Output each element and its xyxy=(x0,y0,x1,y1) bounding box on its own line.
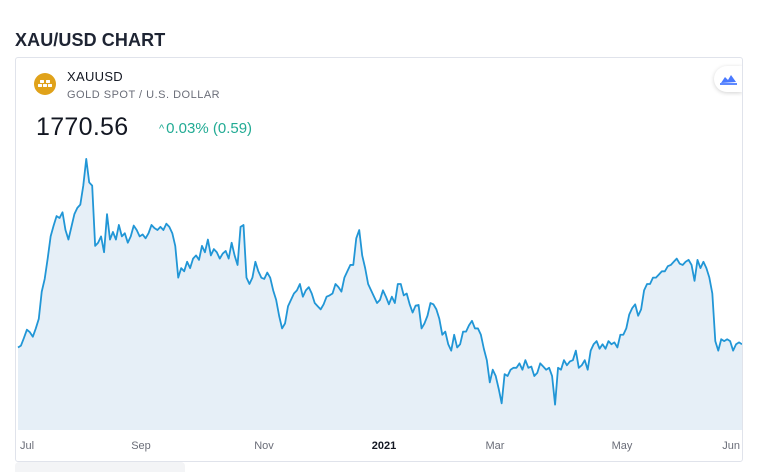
x-tick-label: Jul xyxy=(20,440,34,452)
chart-widget[interactable]: Jul Sep Nov 2021 Mar May Jun XAUUSD GOLD SPOT … xyxy=(15,57,743,462)
up-arrow-icon: ^ xyxy=(159,123,165,135)
page-title: XAU/USD CHART xyxy=(15,30,166,50)
x-tick-label: Nov xyxy=(254,440,274,452)
price-change: ^ 0.03% (0.59) xyxy=(159,120,252,137)
symbol-description: GOLD SPOT / U.S. DOLLAR xyxy=(67,89,221,101)
last-price: 1770.56 xyxy=(36,113,129,141)
price-area-fill xyxy=(18,158,742,430)
x-tick-label: 2021 xyxy=(372,440,396,452)
symbol-name[interactable]: XAUUSD xyxy=(67,69,123,84)
price-chart[interactable]: Jul Sep Nov 2021 Mar May Jun xyxy=(16,58,743,462)
tradingview-icon xyxy=(720,75,737,85)
x-tick-label: May xyxy=(612,440,633,452)
x-tick-label: Mar xyxy=(486,440,505,452)
x-tick-label: Jun xyxy=(722,440,740,452)
x-tick-label: Sep xyxy=(131,440,151,452)
gold-bars-icon xyxy=(34,73,56,95)
tradingview-badge[interactable] xyxy=(714,66,742,92)
page-footer-block xyxy=(15,462,185,472)
price-line xyxy=(17,158,742,406)
change-value: 0.03% (0.59) xyxy=(166,120,253,137)
